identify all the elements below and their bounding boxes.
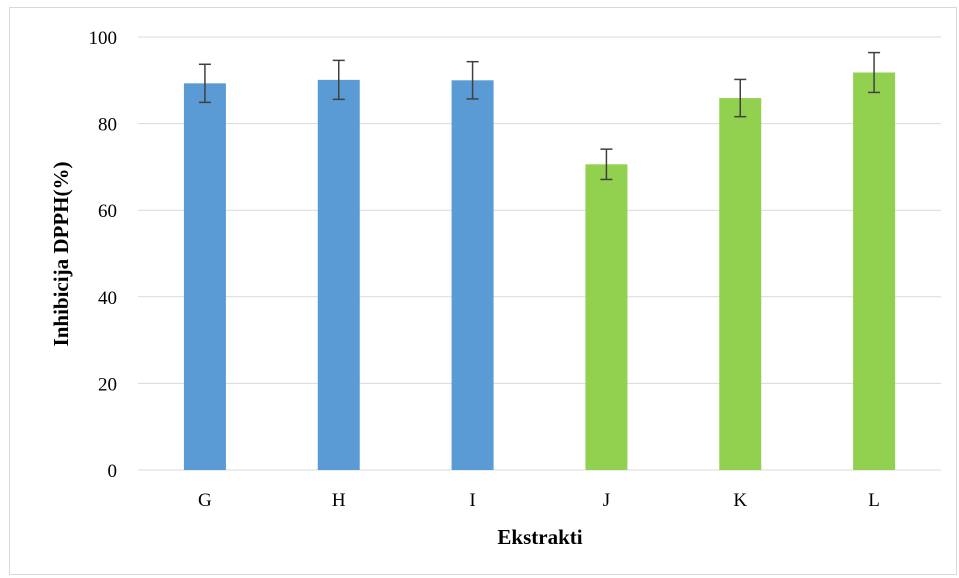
error-bars bbox=[198, 51, 881, 181]
x-tick-label-I: I bbox=[469, 490, 475, 511]
bar-J bbox=[585, 164, 628, 470]
y-tick-label-0: 0 bbox=[108, 461, 118, 482]
bar-L bbox=[853, 72, 896, 471]
x-tick-label-K: K bbox=[733, 490, 747, 511]
y-tick-label-40: 40 bbox=[98, 288, 117, 309]
y-tick-label-100: 100 bbox=[89, 28, 118, 49]
y-tick-label-80: 80 bbox=[98, 115, 117, 136]
y-tick-labels: 0 20 40 60 80 100 bbox=[89, 28, 118, 482]
y-axis-title: Inhibicija DPPH(%) bbox=[49, 162, 73, 347]
bar-G bbox=[183, 83, 226, 471]
x-tick-labels: G H I J K L bbox=[198, 490, 880, 511]
bar-H bbox=[317, 79, 360, 470]
x-axis-title: Ekstrakti bbox=[497, 525, 582, 549]
bar-I bbox=[451, 80, 494, 471]
bars bbox=[183, 72, 896, 471]
x-tick-label-J: J bbox=[603, 490, 610, 511]
x-tick-label-G: G bbox=[198, 490, 212, 511]
bar-K bbox=[719, 98, 762, 470]
y-tick-label-20: 20 bbox=[98, 374, 117, 395]
gridlines bbox=[138, 36, 941, 471]
x-tick-label-L: L bbox=[868, 490, 880, 511]
y-tick-label-60: 60 bbox=[98, 201, 117, 222]
x-tick-label-H: H bbox=[332, 490, 346, 511]
